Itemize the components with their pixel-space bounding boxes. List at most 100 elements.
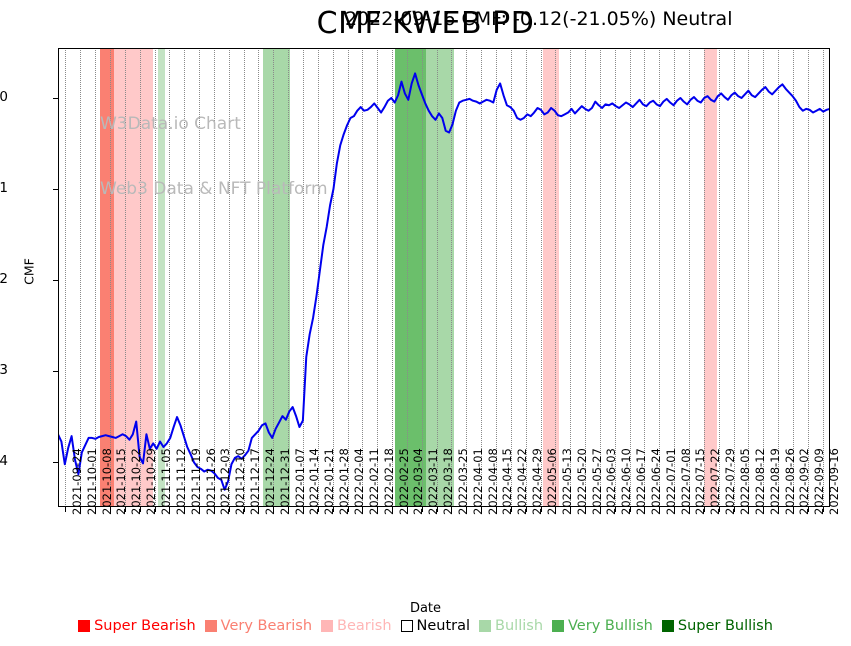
x-tick-mark [65,507,67,512]
gridline [169,48,171,507]
x-tick-label: 2022-07-08 [678,448,693,515]
x-tick-label: 2022-03-18 [441,448,456,515]
gridline [332,48,334,507]
x-tick-mark [644,507,646,512]
gridline [688,48,690,507]
x-tick-mark [629,507,631,512]
legend-swatch-icon [204,620,217,632]
x-tick-mark [436,507,438,512]
x-tick-label: 2022-01-21 [322,448,337,515]
x-tick-label: 2021-11-26 [203,448,218,515]
gridline [377,48,379,507]
gridline [629,48,631,507]
legend-label: Neutral [416,618,471,634]
y-tick-mark [53,461,58,463]
value-annotation: 2022-09-16 CMF: -0.12(-21.05%) Neutral [345,8,733,30]
x-tick-label: 2022-07-15 [693,448,708,515]
x-tick-mark [288,507,290,512]
gridline [139,48,141,507]
legend-item[interactable]: Bearish [321,618,392,634]
gridline [362,48,364,507]
legend-swatch-icon [321,620,334,632]
gridline [703,48,705,507]
gridline [495,48,497,507]
x-tick-mark [199,507,201,512]
x-tick-label: 2022-05-13 [559,448,574,515]
gridline [302,48,304,507]
x-tick-mark [347,507,349,512]
x-tick-label: 2021-10-08 [99,448,114,515]
legend-label: Super Bearish [94,618,196,634]
x-tick-label: 2022-06-24 [648,448,663,515]
x-tick-label: 2021-10-22 [129,448,144,515]
gridline [273,48,275,507]
x-tick-mark [213,507,215,512]
x-tick-label: 2021-10-01 [84,448,99,515]
x-tick-label: 2022-06-17 [634,448,649,515]
x-tick-label: 2021-12-24 [262,448,277,515]
x-tick-mark [154,507,156,512]
legend-item[interactable]: Super Bullish [661,618,773,634]
y-tick-label: −3 [0,361,8,378]
x-tick-label: 2022-04-15 [500,448,515,515]
gridline [733,48,735,507]
legend-item[interactable]: Bullish [479,618,543,634]
legend-item[interactable]: Super Bearish [78,618,196,634]
x-tick-mark [80,507,82,512]
x-tick-label: 2021-09-24 [69,448,84,515]
gridline [109,48,111,507]
x-tick-label: 2022-09-16 [827,448,842,515]
x-tick-mark [451,507,453,512]
x-tick-mark [273,507,275,512]
gridline [288,48,290,507]
x-tick-label: 2021-10-15 [114,448,129,515]
x-tick-mark [614,507,616,512]
gridline [95,48,97,507]
x-tick-mark [778,507,780,512]
x-tick-mark [659,507,661,512]
y-tick-label: 0 [0,88,8,105]
gridline [659,48,661,507]
highlight-band-very-bullish [395,48,426,507]
x-tick-label: 2022-08-26 [782,448,797,515]
gridline [65,48,67,507]
legend-swatch-icon [552,620,565,632]
x-tick-label: 2022-04-22 [515,448,530,515]
x-tick-mark [763,507,765,512]
legend-item[interactable]: Neutral [400,618,471,634]
gridline [436,48,438,507]
gridline [481,48,483,507]
legend-swatch-icon [78,620,91,632]
x-tick-mark [169,507,171,512]
legend-item[interactable]: Very Bullish [552,618,653,634]
gridline [525,48,527,507]
x-tick-mark [792,507,794,512]
x-tick-mark [466,507,468,512]
x-tick-mark [585,507,587,512]
x-tick-label: 2022-08-05 [738,448,752,515]
x-tick-label: 2022-08-19 [767,448,782,515]
legend-label: Very Bearish [220,618,313,634]
x-tick-mark [421,507,423,512]
x-tick-label: 2021-12-17 [248,448,263,515]
x-tick-mark [733,507,735,512]
gridline [80,48,82,507]
gridline [406,48,408,507]
x-tick-mark [377,507,379,512]
gridline [213,48,215,507]
x-tick-mark [674,507,676,512]
gridline [154,48,156,507]
y-tick-mark [53,188,58,190]
x-tick-mark [748,507,750,512]
gridline [792,48,794,507]
x-tick-mark [703,507,705,512]
x-tick-mark [392,507,394,512]
x-tick-mark [555,507,557,512]
gridline [644,48,646,507]
x-tick-mark [95,507,97,512]
legend-swatch-icon [479,620,492,632]
highlight-band-bullish [158,48,165,507]
x-tick-label: 2021-11-19 [188,448,203,515]
legend-item[interactable]: Very Bearish [204,618,313,634]
